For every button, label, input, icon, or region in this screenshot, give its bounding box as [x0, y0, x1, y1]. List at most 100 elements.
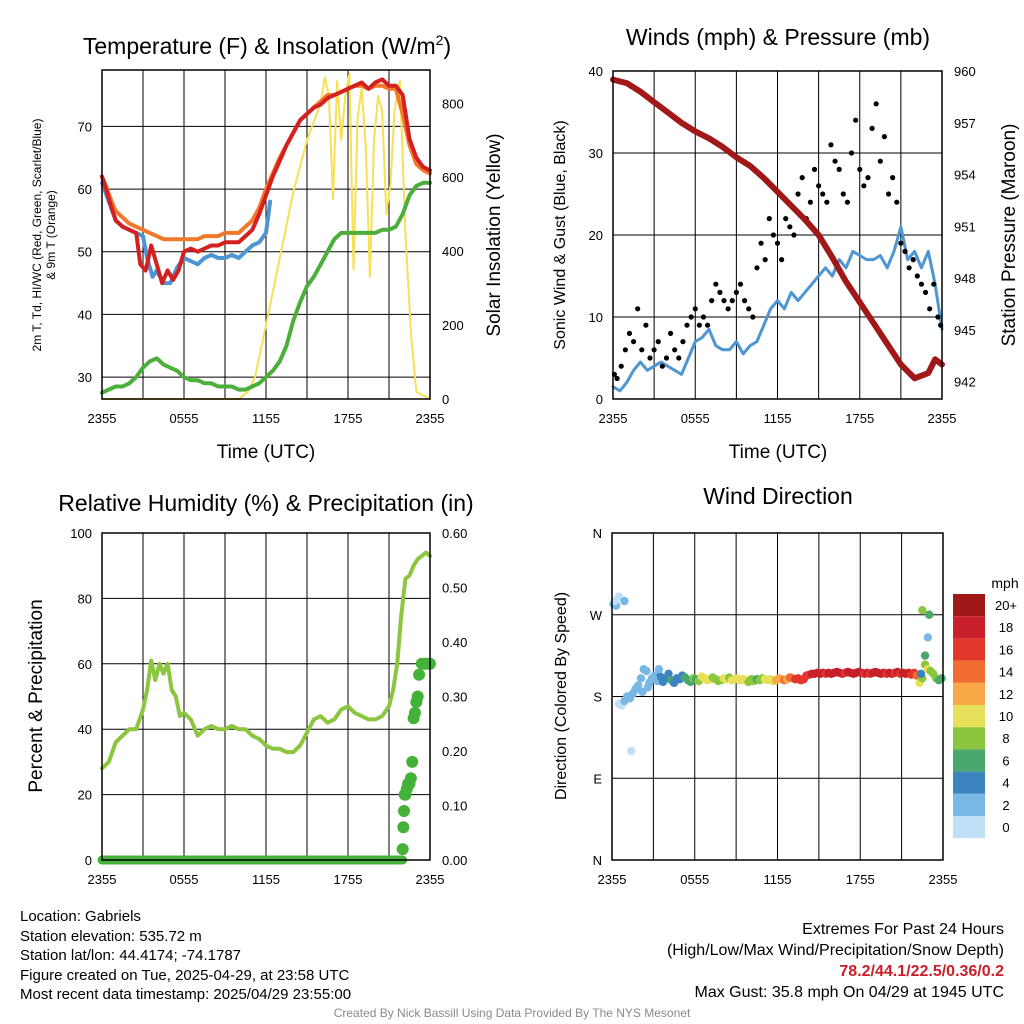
gust-point — [894, 199, 900, 205]
y2-tick-label: 0.00 — [442, 853, 467, 868]
x-tick-label: 1155 — [764, 411, 792, 426]
gust-point — [618, 363, 624, 369]
series-group — [100, 72, 432, 400]
direction-point — [937, 674, 946, 683]
legend-swatch — [953, 749, 985, 772]
max-gust-text: Max Gust: 35.8 mph On 04/29 at 1945 UTC — [694, 984, 1005, 1001]
gust-point — [828, 142, 834, 148]
direction-point — [918, 606, 927, 615]
series-line-wind — [611, 225, 944, 393]
series-group — [610, 76, 945, 393]
gust-point — [684, 322, 690, 328]
direction-point — [624, 694, 633, 703]
precip-point — [413, 668, 426, 681]
series-line-yellow — [101, 72, 431, 400]
y-tick-label: 0 — [596, 392, 603, 407]
gust-point — [630, 339, 637, 345]
gust-point — [696, 322, 702, 328]
y-tick-label: 100 — [70, 526, 92, 541]
y-tick-label: 30 — [78, 370, 92, 385]
y-tick-label: 40 — [78, 722, 92, 737]
series-line-red — [100, 77, 432, 286]
gust-point — [717, 289, 723, 295]
gust-point — [704, 322, 711, 328]
legend-swatch — [953, 793, 985, 816]
gust-point — [725, 306, 731, 312]
y2-tick-label: 942 — [954, 375, 976, 390]
legend-swatch — [953, 660, 985, 683]
y2-tick-label: 200 — [442, 318, 464, 333]
legend-swatch — [953, 816, 985, 839]
extremes-values: 78.2/44.1/22.5/0.36/0.2 — [839, 963, 1004, 980]
gust-point — [692, 306, 698, 312]
legend-label: 0 — [1002, 820, 1009, 835]
y-tick-label: 70 — [78, 119, 92, 134]
gust-point — [811, 166, 818, 172]
gust-point — [680, 339, 686, 345]
gust-point — [737, 281, 744, 287]
gust-point — [857, 166, 863, 172]
extremes-subtitle: (High/Low/Max Wind/Precipitation/Snow De… — [666, 942, 1004, 959]
direction-point — [634, 681, 643, 690]
gust-point — [844, 199, 851, 205]
y2-axis-label: Station Pressure (Maroon) — [999, 124, 1020, 347]
direction-point — [920, 651, 930, 660]
x-tick-label: 1755 — [334, 411, 363, 426]
x-tick-label: 2355 — [598, 872, 627, 887]
y-tick-label: 20 — [78, 788, 92, 803]
precip-point — [396, 843, 409, 856]
legend-label: 6 — [1002, 753, 1009, 768]
legend-label: 2 — [1002, 798, 1009, 813]
gust-point — [688, 314, 694, 320]
x-tick-label: 2355 — [88, 872, 117, 887]
gust-point — [914, 273, 920, 279]
direction-point — [664, 669, 673, 678]
gust-point — [799, 175, 805, 181]
y2-tick-label: 960 — [954, 64, 976, 79]
direction-point — [916, 669, 926, 678]
extremes-title: Extremes For Past 24 Hours — [802, 921, 1004, 938]
y2-tick-label: 0.20 — [442, 744, 467, 759]
x-tick-label: 2355 — [88, 411, 117, 426]
y-tick-label: 60 — [78, 182, 92, 197]
gust-point — [663, 355, 670, 361]
y-axis-label-line2: & 9m T (Orange) — [44, 190, 58, 280]
gust-point — [729, 298, 735, 304]
y-tick-label: E — [593, 771, 602, 786]
y2-tick-label: 0.40 — [442, 635, 467, 650]
y2-tick-label: 0.10 — [442, 799, 467, 814]
gust-point — [795, 191, 801, 197]
x-tick-label: 0555 — [170, 872, 199, 887]
gust-point — [758, 240, 764, 246]
gust-point — [762, 257, 768, 263]
legend-swatch — [953, 638, 985, 661]
direction-point — [627, 746, 636, 756]
y-tick-label: 10 — [589, 310, 603, 325]
station-info: Location: Gabriels Station elevation: 53… — [20, 907, 351, 1005]
direction-point — [642, 666, 651, 676]
gust-point — [774, 240, 781, 246]
gust-point — [927, 306, 933, 312]
x-tick-label: 2355 — [929, 872, 958, 887]
gust-point — [746, 306, 752, 312]
series-group — [609, 592, 946, 756]
gust-point — [659, 363, 665, 369]
y2-tick-label: 951 — [954, 219, 976, 234]
legend-label: 20+ — [995, 598, 1017, 613]
credit-text: Created By Nick Bassill Using Data Provi… — [333, 1006, 691, 1020]
gust-point — [853, 117, 859, 123]
y-axis-label-line1: 2m T, Td, HI/WC (Red, Green, Scarlet/Blu… — [30, 119, 44, 352]
gust-point — [910, 257, 916, 263]
gust-point — [700, 314, 707, 320]
y-axis-label: Percent & Precipitation — [26, 599, 47, 792]
direction-point — [649, 674, 658, 683]
recent-text: Most recent data timestamp: 2025/04/29 2… — [20, 986, 352, 1003]
y-tick-label: N — [593, 853, 602, 868]
y2-tick-label: 945 — [954, 323, 976, 338]
y-tick-label: W — [590, 608, 603, 623]
legend-swatch — [953, 705, 985, 728]
chart-title: Relative Humidity (%) & Precipitation (i… — [58, 490, 473, 516]
y-tick-label: N — [593, 526, 602, 541]
